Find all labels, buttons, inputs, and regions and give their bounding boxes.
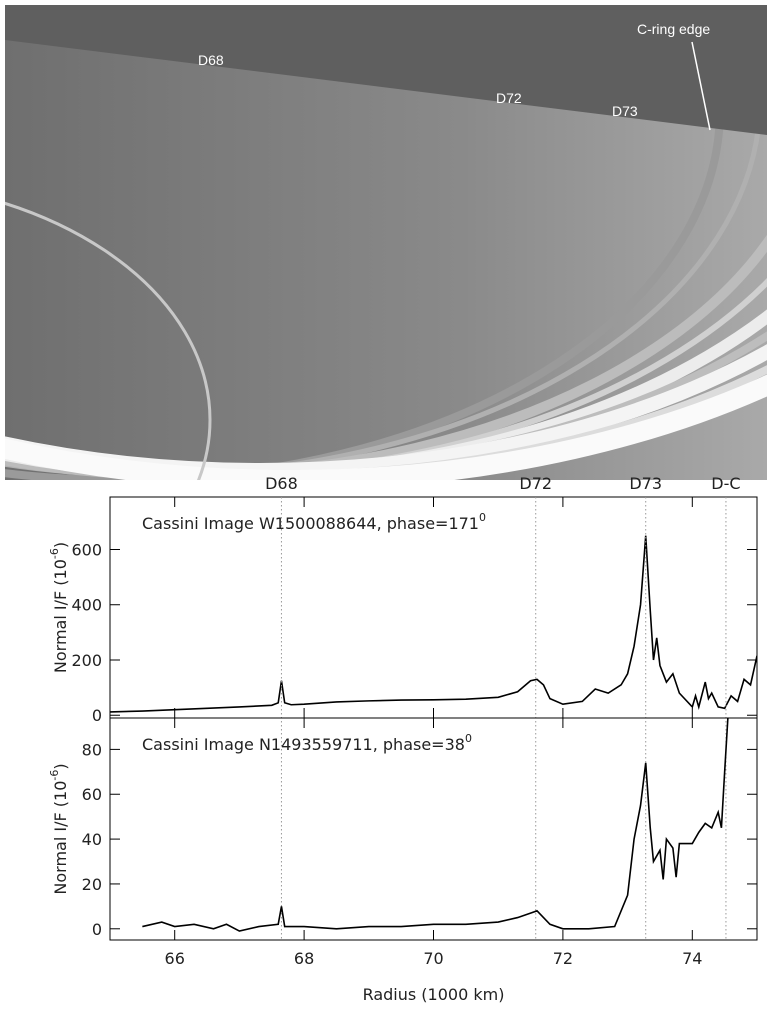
y-axis-label-sup: -6 — [48, 770, 61, 781]
panel-title: Cassini Image W1500088644, phase=1710 — [142, 511, 486, 533]
reference-label: D73 — [629, 474, 662, 493]
y-tick-label: 200 — [71, 651, 102, 670]
reference-label: D68 — [265, 474, 298, 493]
y-axis-label-text: Normal I/F (10 — [51, 559, 70, 673]
image-label: C-ring edge — [637, 21, 710, 37]
y-axis-label-suffix: ) — [51, 542, 70, 548]
panel-title-text: Cassini Image W1500088644, phase=171 — [142, 514, 479, 533]
ring-image — [5, 5, 767, 480]
y-tick-label: 80 — [82, 740, 102, 759]
image-label: D72 — [496, 90, 522, 106]
y-tick-label: 600 — [71, 540, 102, 559]
y-axis-label-sup: -6 — [48, 548, 61, 559]
x-tick-label: 70 — [423, 949, 443, 968]
y-axis-label-text: Normal I/F (10 — [51, 781, 70, 895]
panel-title-sup: 0 — [465, 732, 472, 745]
y-tick-label: 0 — [92, 920, 102, 939]
reference-label: D72 — [519, 474, 552, 493]
y-tick-label: 40 — [82, 830, 102, 849]
image-label: D68 — [198, 52, 224, 68]
panel-title: Cassini Image N1493559711, phase=380 — [142, 732, 472, 754]
data-line — [142, 718, 729, 932]
y-tick-label: 400 — [71, 596, 102, 615]
x-tick-label: 66 — [165, 949, 185, 968]
data-line — [110, 535, 757, 713]
y-axis-label: Normal I/F (10-6) — [48, 542, 70, 673]
x-axis-label: Radius (1000 km) — [363, 985, 505, 1004]
image-label: D73 — [612, 103, 638, 119]
reference-label: D-C — [711, 474, 740, 493]
y-tick-label: 0 — [92, 706, 102, 725]
y-axis-label: Normal I/F (10-6) — [48, 763, 70, 894]
y-tick-label: 20 — [82, 875, 102, 894]
y-tick-label: 60 — [82, 785, 102, 804]
x-tick-label: 72 — [553, 949, 573, 968]
x-tick-label: 68 — [294, 949, 314, 968]
panel-title-sup: 0 — [479, 511, 486, 524]
x-tick-label: 74 — [682, 949, 702, 968]
y-axis-label-suffix: ) — [51, 763, 70, 769]
panel-title-text: Cassini Image N1493559711, phase=38 — [142, 735, 465, 754]
